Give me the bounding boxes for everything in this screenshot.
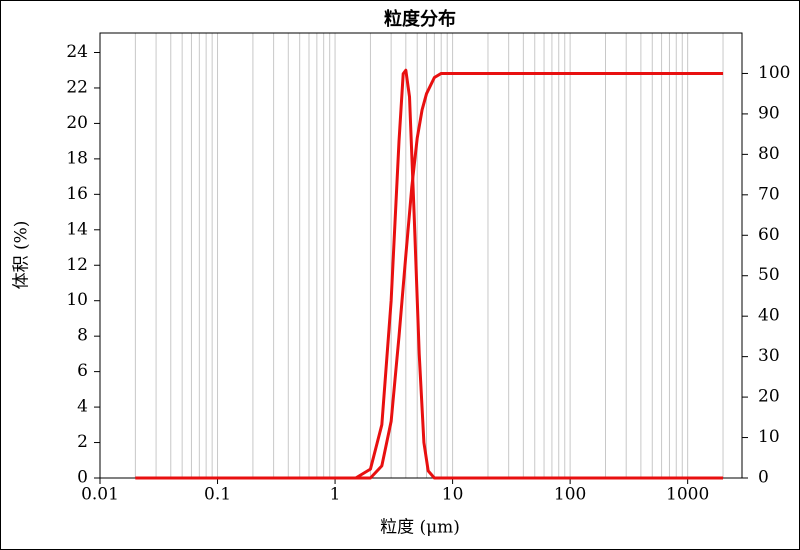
plot-border <box>99 32 743 479</box>
y2-tick-label: 0 <box>758 468 769 488</box>
y-tick-label: 22 <box>66 77 88 97</box>
x-tick-label: 1000 <box>666 485 709 505</box>
y2-tick-label: 100 <box>758 63 790 83</box>
y-tick-label: 12 <box>66 255 88 275</box>
y-tick-label: 8 <box>77 326 88 346</box>
x-tick-label: 0.01 <box>81 485 119 505</box>
data-line <box>135 71 724 480</box>
y-tick-label: 4 <box>77 397 88 417</box>
y-tick-label: 24 <box>66 42 88 62</box>
y2-tick-label: 30 <box>758 346 780 366</box>
x-axis-label: 粒度 (μm) <box>380 518 460 538</box>
y-tick-label: 6 <box>77 361 88 381</box>
y-tick-label: 14 <box>66 219 88 239</box>
y-tick-label: 18 <box>66 148 88 168</box>
x-tick-label: 10 <box>442 485 464 505</box>
y2-tick-label: 20 <box>758 387 780 407</box>
y2-tick-label: 10 <box>758 427 780 447</box>
chart-title: 粒度分布 <box>384 8 456 30</box>
y-tick-label: 0 <box>77 468 88 488</box>
y2-tick-label: 60 <box>758 225 780 245</box>
x-tick-label: 100 <box>554 485 586 505</box>
data-line <box>135 68 724 480</box>
x-tick-label: 0.1 <box>204 485 231 505</box>
y-tick-label: 2 <box>77 432 88 452</box>
y-tick-label: 16 <box>66 184 88 204</box>
y2-tick-label: 70 <box>758 184 780 204</box>
y-axis-label: 体积 (%) <box>12 221 32 290</box>
x-tick-label: 1 <box>330 485 341 505</box>
y-tick-label: 20 <box>66 113 88 133</box>
y2-tick-label: 80 <box>758 144 780 164</box>
y2-tick-label: 40 <box>758 306 780 326</box>
y2-tick-label: 90 <box>758 103 780 123</box>
y-tick-label: 10 <box>66 290 88 310</box>
y2-tick-label: 50 <box>758 265 780 285</box>
